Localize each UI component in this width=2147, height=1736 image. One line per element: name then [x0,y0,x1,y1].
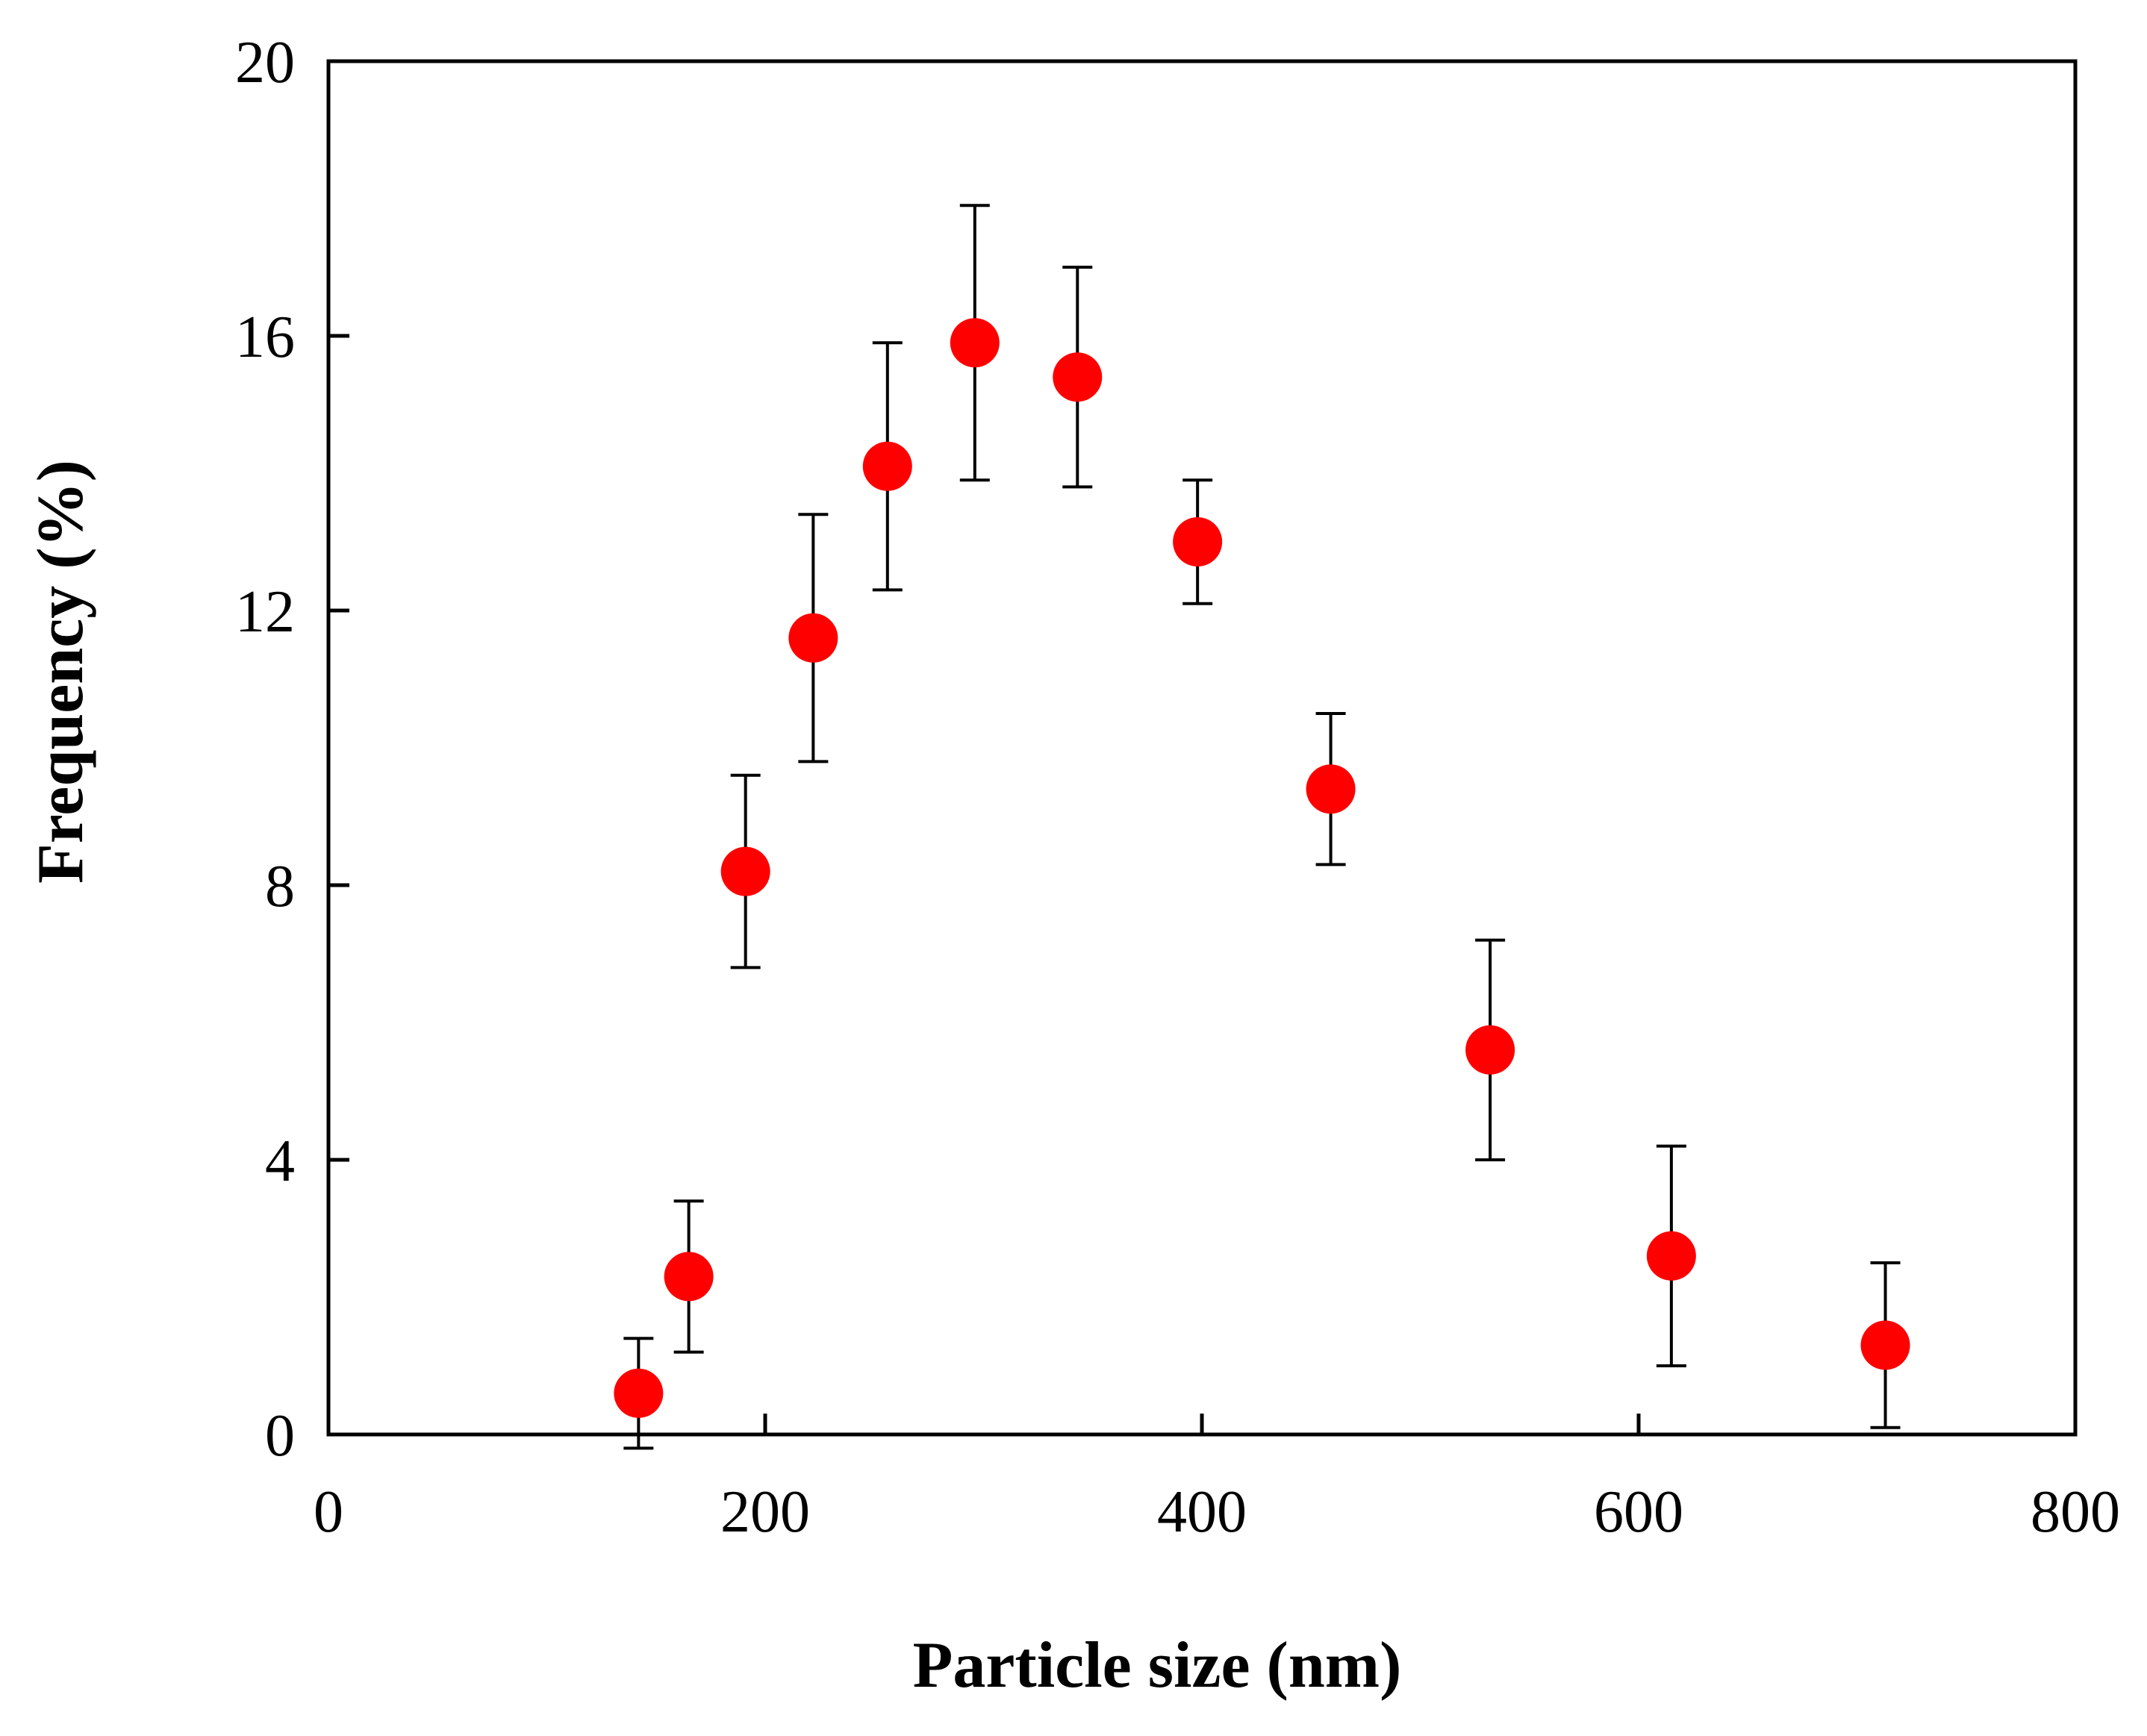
x-tick-label: 800 [2031,1479,2120,1545]
x-tick-label: 600 [1594,1479,1683,1545]
y-tick-label: 16 [235,305,295,370]
data-point [1465,1025,1515,1075]
y-tick-label: 4 [265,1128,295,1194]
x-tick-label: 400 [1157,1479,1247,1545]
data-point [950,318,1000,368]
data-point [788,613,838,663]
y-tick-label: 0 [265,1403,295,1469]
plot-frame [326,59,2078,1437]
data-point [664,1252,714,1302]
x-tick-label: 0 [314,1479,343,1545]
data-point [1860,1320,1910,1370]
y-tick-label: 12 [235,579,295,645]
data-point [720,846,770,896]
data-point [1173,517,1223,566]
y-axis-title: Frequency (%) [25,460,97,884]
data-point [1053,352,1103,402]
data-point [862,441,912,491]
data-point [1646,1231,1696,1281]
x-axis-title: Particle size (nm) [913,1629,1402,1702]
data-point [1306,764,1356,814]
x-tick-label: 200 [720,1479,810,1545]
data-point [614,1368,664,1418]
y-tick-label: 20 [235,30,295,96]
y-tick-label: 8 [265,854,295,919]
